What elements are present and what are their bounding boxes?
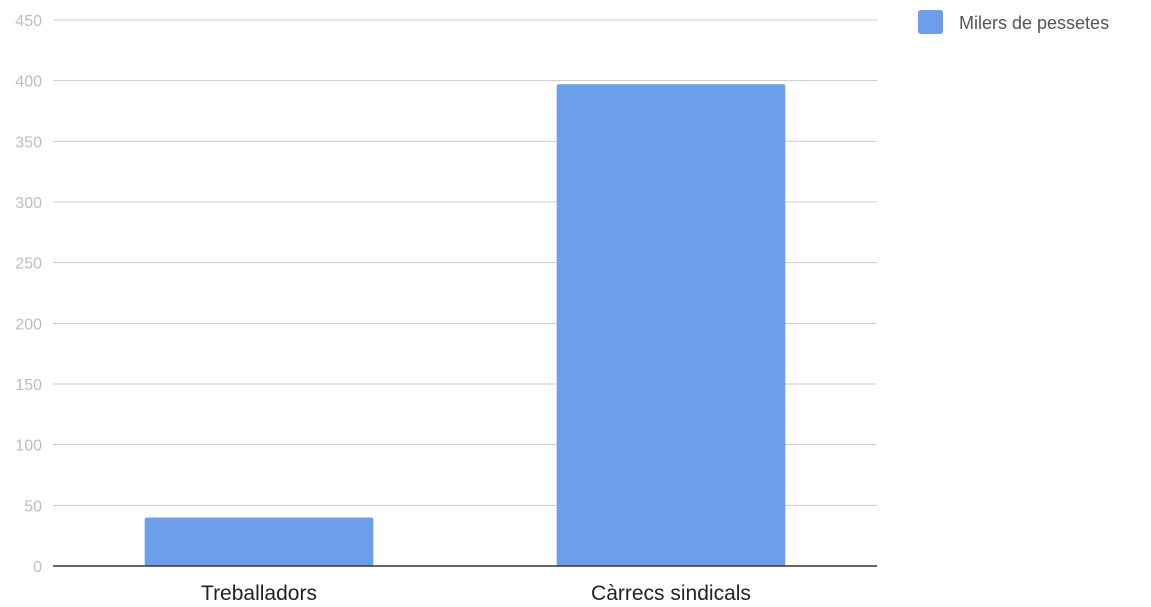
y-tick-label: 100 [15, 438, 42, 455]
y-tick-label: 250 [15, 256, 42, 273]
legend-swatch [918, 10, 943, 34]
y-axis-tick-labels: 0 50 100 150 200 250 300 350 400 450 [15, 13, 42, 576]
y-tick-label: 50 [24, 498, 42, 515]
y-tick-label: 450 [15, 13, 42, 30]
legend-label: Milers de pessetes [959, 13, 1109, 33]
y-tick-label: 200 [15, 316, 42, 333]
legend: Milers de pessetes [918, 10, 1109, 34]
y-tick-label: 350 [15, 134, 42, 151]
bar [144, 517, 374, 566]
bars [144, 84, 786, 566]
y-tick-label: 150 [15, 377, 42, 394]
x-category-label: Treballadors [201, 582, 317, 605]
y-tick-label: 300 [15, 195, 42, 212]
y-tick-label: 400 [15, 74, 42, 91]
gridlines [53, 19, 877, 506]
bar [556, 84, 786, 566]
x-axis-category-labels: Treballadors Càrrecs sindicals [201, 582, 751, 605]
x-category-label: Càrrecs sindicals [591, 582, 751, 605]
y-tick-label: 0 [33, 559, 42, 576]
